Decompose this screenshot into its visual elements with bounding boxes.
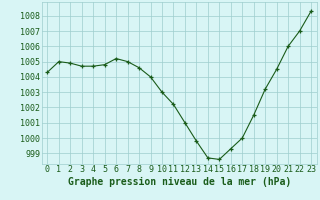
X-axis label: Graphe pression niveau de la mer (hPa): Graphe pression niveau de la mer (hPa) xyxy=(68,177,291,187)
